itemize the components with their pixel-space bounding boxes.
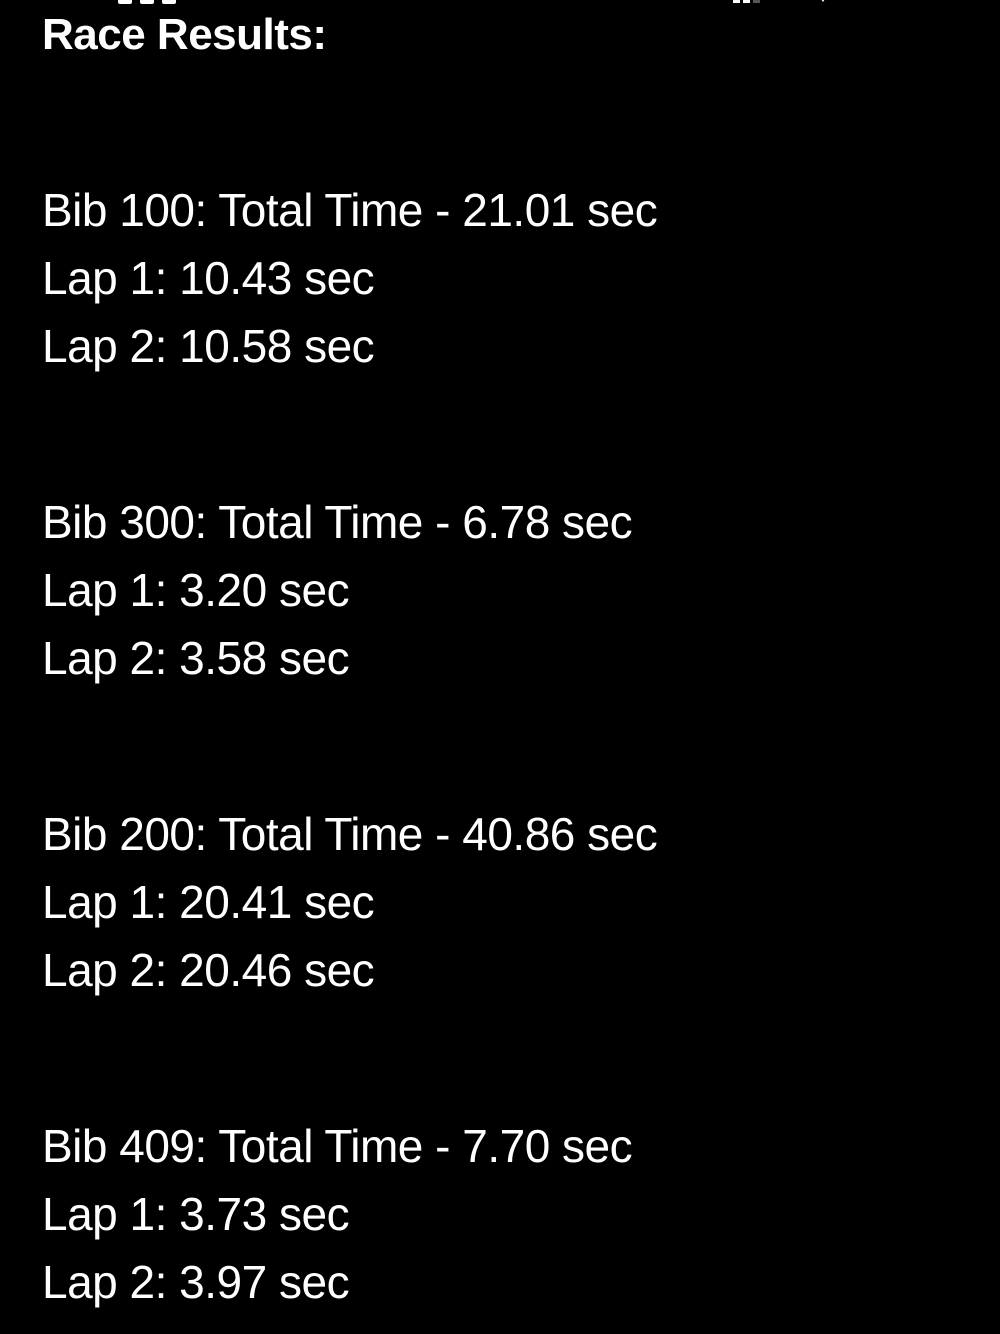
wifi-icon — [815, 0, 831, 2]
result-group: Bib 200: Total Time - 40.86 sec Lap 1: 2… — [42, 800, 658, 1004]
result-lap-1: Lap 1: 10.43 sec — [42, 252, 375, 304]
signal-icon — [733, 0, 769, 3]
status-bar — [0, 0, 1000, 6]
status-time-partial — [118, 0, 188, 4]
result-total: Bib 200: Total Time - 40.86 sec — [42, 808, 658, 860]
result-lap-2: Lap 2: 3.58 sec — [42, 632, 350, 684]
page-title: Race Results: — [42, 10, 327, 59]
result-lap-1: Lap 1: 3.73 sec — [42, 1188, 350, 1240]
result-group: Bib 300: Total Time - 6.78 sec Lap 1: 3.… — [42, 488, 633, 692]
result-group: Bib 409: Total Time - 7.70 sec Lap 1: 3.… — [42, 1112, 633, 1316]
result-lap-2: Lap 2: 20.46 sec — [42, 944, 375, 996]
result-total: Bib 100: Total Time - 21.01 sec — [42, 184, 658, 236]
result-group: Bib 100: Total Time - 21.01 sec Lap 1: 1… — [42, 176, 658, 380]
result-lap-1: Lap 1: 3.20 sec — [42, 564, 350, 616]
result-total: Bib 409: Total Time - 7.70 sec — [42, 1120, 633, 1172]
result-lap-2: Lap 2: 3.97 sec — [42, 1256, 350, 1308]
result-lap-1: Lap 1: 20.41 sec — [42, 876, 375, 928]
result-total: Bib 300: Total Time - 6.78 sec — [42, 496, 633, 548]
result-lap-2: Lap 2: 10.58 sec — [42, 320, 375, 372]
